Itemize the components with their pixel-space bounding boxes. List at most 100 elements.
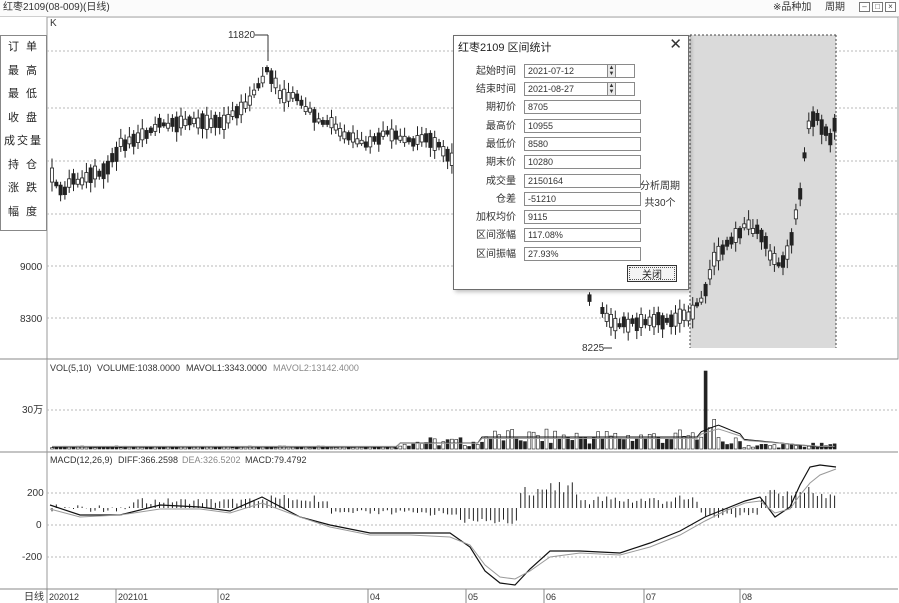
candlestick xyxy=(695,298,700,309)
analysis-period-label: 分析周期 xyxy=(640,181,680,192)
candlestick xyxy=(707,259,712,286)
volume-bar xyxy=(127,446,132,450)
field-label: 成交量 xyxy=(486,176,516,187)
candlestick xyxy=(406,135,411,145)
price-axis-label-9000: 9000 xyxy=(20,262,43,273)
candlestick xyxy=(389,119,394,149)
volume-bar xyxy=(772,444,777,450)
candlestick xyxy=(428,130,433,157)
candlestick xyxy=(604,304,609,327)
volume-header-mavol1: MAVOL1:3343.0000 xyxy=(186,363,267,373)
candlestick xyxy=(256,77,261,91)
period-button[interactable]: 日线 xyxy=(24,590,44,603)
volume-bar xyxy=(579,437,583,450)
field-open-price: 期初价 8705 xyxy=(454,99,690,117)
candlestick xyxy=(682,303,687,328)
volume-bar xyxy=(93,447,97,450)
field-low-price: 最低价 8580 xyxy=(454,136,690,154)
volume-bar xyxy=(450,438,454,450)
candlestick xyxy=(127,127,132,149)
candlestick xyxy=(385,125,390,137)
candlestick xyxy=(712,242,717,276)
volume-bar xyxy=(566,436,570,450)
candlestick xyxy=(196,109,201,135)
field-end-time: 结束时间 2021-08-27 ▲ ▼ xyxy=(454,81,690,99)
candlestick xyxy=(135,124,140,150)
candlestick xyxy=(333,116,338,134)
volume-bar xyxy=(703,370,708,450)
candlestick xyxy=(174,111,179,142)
volume-bar xyxy=(665,439,669,450)
macd-header-macd: MACD:79.4792 xyxy=(245,455,307,465)
close-price-value: 10280 xyxy=(524,155,641,169)
candlestick xyxy=(114,141,119,171)
x-axis-label: 08 xyxy=(742,592,752,602)
candlestick xyxy=(772,246,777,272)
kline-chart[interactable]: K 11820 8225 9000 8300 VOL(5,10) VOLUME:… xyxy=(0,17,899,603)
candlestick xyxy=(131,130,136,155)
quote-side-panel: 订 单 最 高 最 低 收 盘 成交量 持 仓 涨 跌 幅 度 xyxy=(0,35,47,231)
volume-bar xyxy=(415,441,420,450)
end-time-spinner-icon[interactable]: ▲ ▼ xyxy=(607,82,616,96)
volume-bar xyxy=(432,438,437,450)
candlestick xyxy=(144,127,149,144)
candlestick xyxy=(118,128,123,152)
volume-value: 2150164 xyxy=(524,174,641,188)
candlestick xyxy=(802,147,807,162)
volume-bar xyxy=(140,447,145,450)
side-panel-item: 幅 度 xyxy=(7,205,40,218)
volume-bar xyxy=(299,447,304,450)
close-window-icon[interactable]: × xyxy=(885,2,896,12)
minimize-icon[interactable]: – xyxy=(859,2,870,12)
candlestick xyxy=(759,228,764,250)
volume-bar xyxy=(540,441,545,450)
add-symbol-link[interactable]: ※品种加 xyxy=(773,2,812,13)
volume-bar xyxy=(660,442,665,450)
close-button[interactable]: 关闭 xyxy=(627,265,677,282)
candlestick xyxy=(793,203,798,225)
candlestick xyxy=(647,309,652,331)
candlestick xyxy=(355,129,360,148)
candlestick xyxy=(716,237,721,271)
price-axis-label-8300: 8300 xyxy=(20,314,43,325)
candlestick xyxy=(626,312,631,341)
volume-bar xyxy=(781,444,785,450)
volume-bar xyxy=(475,444,480,450)
volume-header-title: VOL(5,10) xyxy=(50,363,92,373)
volume-bar xyxy=(634,438,639,450)
field-label: 期初价 xyxy=(486,102,516,113)
volume-bar xyxy=(626,435,631,450)
volume-bar xyxy=(548,442,553,450)
field-label: 结束时间 xyxy=(476,84,516,95)
field-label: 区间涨幅 xyxy=(476,230,516,241)
volume-bar xyxy=(290,446,295,450)
side-panel-item: 持 仓 xyxy=(7,158,40,171)
volume-bar xyxy=(604,431,609,450)
field-open-interest-change: 仓差 -51210 xyxy=(454,191,690,209)
candlestick xyxy=(316,112,321,125)
field-label: 期末价 xyxy=(486,157,516,168)
candlestick xyxy=(282,80,287,112)
macd-histogram xyxy=(51,482,836,524)
candlestick xyxy=(359,131,364,146)
restore-icon[interactable]: □ xyxy=(872,2,883,12)
candlestick xyxy=(247,86,252,112)
volume-bar xyxy=(471,441,476,450)
close-icon[interactable]: ✕ xyxy=(669,36,682,53)
volume-bar xyxy=(630,440,635,450)
candlestick xyxy=(325,114,330,128)
end-time-input[interactable]: 2021-08-27 xyxy=(524,82,635,96)
volume-bar xyxy=(720,441,725,450)
volume-bar xyxy=(794,445,798,450)
candlestick xyxy=(686,305,691,327)
candlestick xyxy=(209,110,214,134)
candlestick xyxy=(217,111,222,135)
candlestick xyxy=(329,109,334,135)
candlestick xyxy=(252,83,257,98)
candlestick xyxy=(768,244,773,267)
candlestick xyxy=(140,119,145,148)
start-time-input[interactable]: 2021-07-12 xyxy=(524,64,635,78)
period-link[interactable]: 周期 xyxy=(825,2,845,13)
start-time-spinner-icon[interactable]: ▲ ▼ xyxy=(607,64,616,78)
candlestick xyxy=(350,125,355,149)
